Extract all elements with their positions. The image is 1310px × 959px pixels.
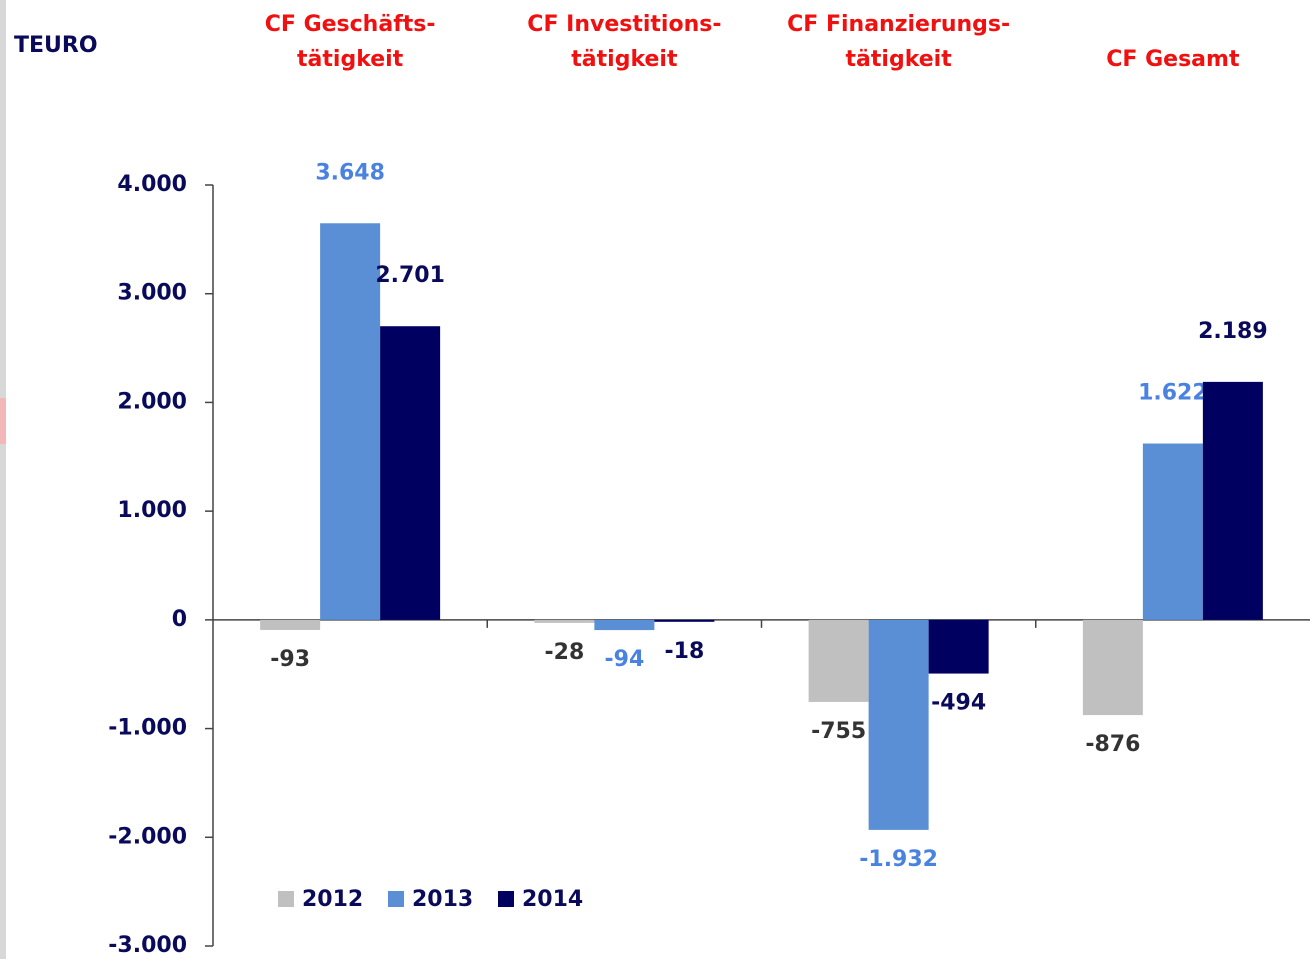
bar (594, 619, 655, 631)
value-label: 2.189 (1198, 319, 1268, 344)
edge-marker (0, 398, 6, 444)
legend-swatch (278, 891, 294, 907)
bar (320, 223, 381, 620)
legend-label: 2014 (522, 887, 583, 912)
legend-swatch (388, 891, 404, 907)
bar (868, 619, 929, 830)
bar (260, 619, 321, 630)
y-tick-label: 3.000 (117, 281, 187, 306)
value-label: -755 (811, 719, 866, 744)
category-label: CF Investitions- (527, 12, 721, 37)
value-label: -28 (545, 640, 585, 665)
y-tick-label: -3.000 (108, 933, 187, 958)
value-label: -93 (270, 647, 310, 672)
category-label: tätigkeit (571, 47, 678, 72)
y-tick-label: 0 (172, 607, 187, 632)
category-label: CF Gesamt (1106, 47, 1240, 72)
bar (654, 619, 715, 622)
bar (534, 619, 595, 623)
category-label: CF Finanzierungs- (787, 12, 1010, 37)
y-tick-label: -1.000 (108, 716, 187, 741)
value-label: 1.622 (1138, 381, 1208, 406)
bar (380, 326, 441, 620)
y-tick-label: 2.000 (117, 389, 187, 414)
bar (808, 619, 869, 702)
category-label: tätigkeit (846, 47, 953, 72)
category-label: CF Geschäfts- (265, 12, 436, 37)
value-label: -494 (931, 691, 986, 716)
value-label: -1.932 (859, 847, 938, 872)
edge-strip (0, 0, 6, 959)
legend-label: 2013 (412, 887, 473, 912)
legend-swatch (498, 891, 514, 907)
y-tick-label: 4.000 (117, 172, 187, 197)
y-tick-label: -2.000 (108, 824, 187, 849)
value-label: -94 (605, 647, 645, 672)
bar (928, 619, 989, 674)
value-label: 2.701 (375, 263, 445, 288)
category-label: tätigkeit (297, 47, 404, 72)
axis-title: TEURO (14, 33, 98, 58)
bar (1142, 443, 1203, 620)
y-tick-label: 1.000 (117, 498, 187, 523)
value-label: -18 (665, 639, 705, 664)
bar (1082, 619, 1143, 716)
value-label: 3.648 (315, 160, 385, 185)
bar (1202, 381, 1263, 620)
value-label: -876 (1085, 732, 1140, 757)
legend-label: 2012 (302, 887, 363, 912)
